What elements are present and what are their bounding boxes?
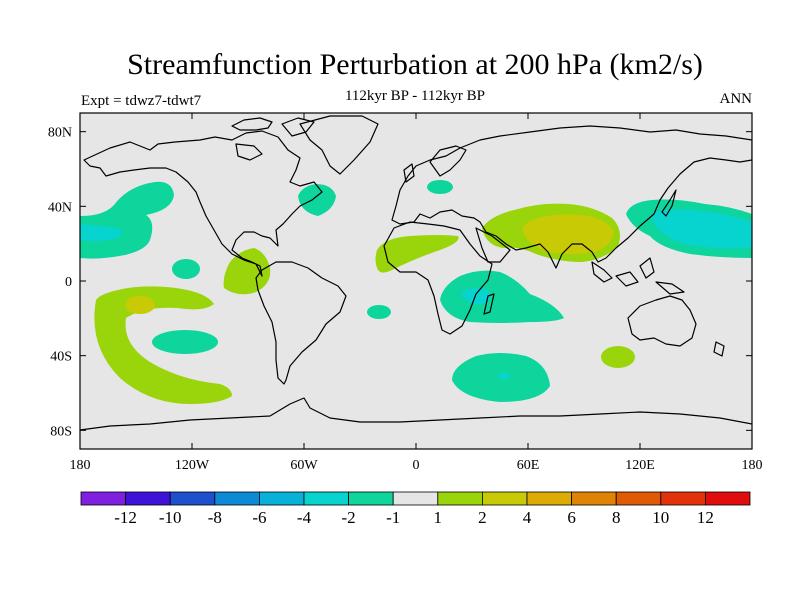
colorbar-label: 12 [697, 508, 714, 527]
fill-south-atlantic [367, 305, 391, 319]
fill-tropical-atlantic [375, 235, 459, 273]
y-tick-label: 40S [50, 350, 72, 365]
colorbar-label: -12 [114, 508, 137, 527]
coast-greenland [299, 115, 379, 175]
coast-madagascar [483, 293, 495, 315]
fill-central-america [223, 248, 271, 295]
chart-title: Streamfunction Perturbation at 200 hPa (… [127, 48, 703, 81]
colorbar-swatch [348, 491, 394, 506]
coast-antarctica [80, 397, 752, 431]
colorbar-swatch [214, 491, 260, 506]
x-tick-label: 180 [742, 458, 763, 473]
colorbar-swatch [571, 491, 617, 506]
colorbar-swatch [392, 491, 439, 506]
colorbar-swatch [526, 491, 572, 506]
colorbar-swatch [80, 491, 126, 506]
colorbar-swatch [615, 491, 662, 506]
coast-eurasia [391, 125, 752, 269]
colorbar-label: 10 [652, 508, 669, 527]
x-tick-label: 60E [517, 458, 540, 473]
colorbar-swatch [437, 491, 483, 506]
fill-nw-pacific-inner [651, 209, 752, 249]
y-tick-label: 80N [48, 126, 72, 141]
colorbar-label: 8 [612, 508, 621, 527]
colorbar-label: 2 [478, 508, 487, 527]
fill-europe [427, 180, 453, 194]
colorbar-swatch [705, 491, 751, 506]
fill-south-australia [601, 346, 635, 368]
fill-south-asia-inner [522, 214, 614, 254]
anomaly-fills [80, 180, 752, 404]
fill-north-atlantic [298, 184, 336, 216]
coast-africa [383, 221, 493, 335]
coastlines [80, 115, 752, 431]
coast-se-asia [591, 257, 685, 295]
coast-canadian-arctic [231, 117, 315, 161]
colorbar-swatch [660, 491, 706, 506]
fill-south-pacific-inner [125, 296, 155, 314]
coast-uk [403, 163, 415, 183]
x-tick-label: 120E [625, 458, 655, 473]
fill-southern-indian-inner [498, 373, 510, 379]
fill-central-pacific-blob [172, 259, 200, 279]
colorbar-swatch [303, 491, 349, 506]
season-label: ANN [719, 91, 753, 107]
coast-scandinavia [429, 145, 467, 177]
x-tick-label: 180 [70, 458, 91, 473]
coast-south-america [255, 261, 347, 385]
y-tick-label: 40N [48, 200, 72, 215]
colorbar: -12 -10 -8 -6 -4 -2 -1 1 2 4 6 8 10 12 [80, 491, 751, 527]
y-tick-label: 80S [50, 424, 72, 439]
coast-north-america [83, 130, 323, 277]
coast-new-zealand [713, 341, 725, 357]
colorbar-label: 6 [567, 508, 576, 527]
colorbar-label: -10 [159, 508, 182, 527]
fill-southern-africa-inner [461, 288, 491, 305]
colorbar-swatch [481, 491, 528, 506]
colorbar-label: -8 [208, 508, 222, 527]
colorbar-label: -2 [342, 508, 356, 527]
coast-japan [661, 189, 677, 217]
fill-south-pacific [94, 286, 233, 404]
x-tick-label: 120W [175, 458, 210, 473]
x-tick-label: 0 [413, 458, 420, 473]
colorbar-label: 1 [434, 508, 443, 527]
coast-arabia [475, 227, 511, 263]
fill-ne-pacific-inner [80, 224, 122, 242]
fill-southern-africa [440, 270, 564, 323]
colorbar-swatch [169, 491, 216, 506]
colorbar-swatch [258, 491, 305, 506]
experiment-label: Expt = tdwz7-tdwt7 [81, 93, 202, 109]
colorbar-label: -4 [297, 508, 312, 527]
colorbar-label: -1 [386, 508, 400, 527]
chart-subtitle: 112kyr BP - 112kyr BP [344, 88, 485, 104]
axis-ticks: 180 120W 60W 0 60E 120E 180 80N 40N 0 40S 80S [48, 113, 763, 473]
colorbar-label: -6 [252, 508, 266, 527]
coast-australia [627, 295, 697, 347]
y-tick-label: 0 [65, 275, 72, 290]
fill-south-pacific-negative [152, 330, 218, 354]
x-tick-label: 60W [290, 458, 318, 473]
colorbar-label: 4 [523, 508, 532, 527]
colorbar-swatch [125, 491, 171, 506]
